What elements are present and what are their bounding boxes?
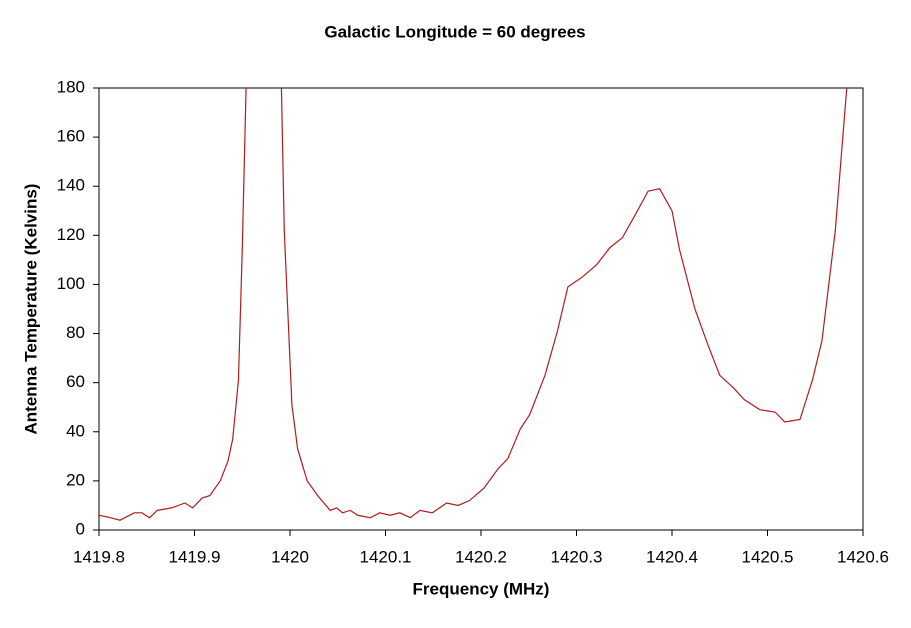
y-tick-label: 180 [57, 77, 85, 96]
y-tick-label: 20 [66, 470, 85, 489]
y-tick-label: 0 [76, 519, 85, 538]
y-axis-label: Antenna Temperature (Kelvins) [21, 184, 40, 435]
x-tick-label: 1420.3 [551, 547, 603, 566]
x-tick-label: 1420.2 [455, 547, 507, 566]
x-tick-label: 1420.6 [837, 547, 889, 566]
x-tick-label: 1419.9 [169, 547, 221, 566]
y-tick-label: 140 [57, 176, 85, 195]
series-line [99, 88, 848, 521]
x-tick-label: 1420 [271, 547, 309, 566]
y-tick-label: 100 [57, 274, 85, 293]
x-axis-label: Frequency (MHz) [413, 579, 550, 598]
y-tick-label: 60 [66, 372, 85, 391]
chart-title: Galactic Longitude = 60 degrees [324, 22, 585, 41]
x-tick-label: 1420.4 [646, 547, 698, 566]
x-tick-label: 1420.5 [742, 547, 794, 566]
y-tick-label: 120 [57, 225, 85, 244]
x-tick-label: 1420.1 [360, 547, 412, 566]
y-tick-label: 160 [57, 127, 85, 146]
x-tick-label: 1419.8 [73, 547, 125, 566]
y-tick-label: 40 [66, 421, 85, 440]
y-tick-label: 80 [66, 323, 85, 342]
